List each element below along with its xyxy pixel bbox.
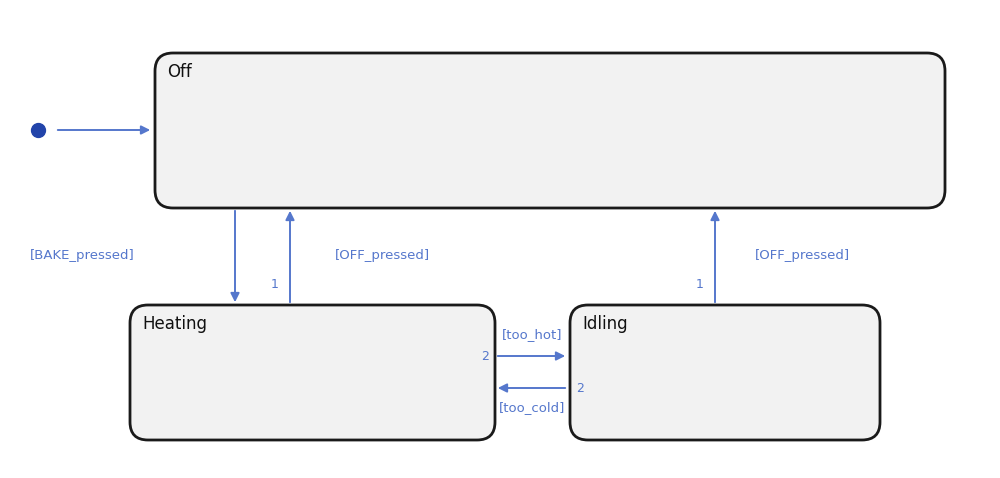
Text: 1: 1 [271,279,279,292]
FancyBboxPatch shape [570,305,880,440]
Text: 2: 2 [481,349,489,362]
FancyBboxPatch shape [130,305,495,440]
Text: [too_cold]: [too_cold] [499,402,565,414]
Text: Idling: Idling [582,315,628,333]
Text: Off: Off [167,63,192,81]
Text: [BAKE_pressed]: [BAKE_pressed] [30,250,134,262]
Text: [too_hot]: [too_hot] [502,328,562,341]
Text: 2: 2 [576,381,584,394]
Text: [OFF_pressed]: [OFF_pressed] [755,250,850,262]
Text: [OFF_pressed]: [OFF_pressed] [335,250,430,262]
Text: Heating: Heating [142,315,207,333]
FancyBboxPatch shape [155,53,945,208]
Text: 1: 1 [696,279,704,292]
